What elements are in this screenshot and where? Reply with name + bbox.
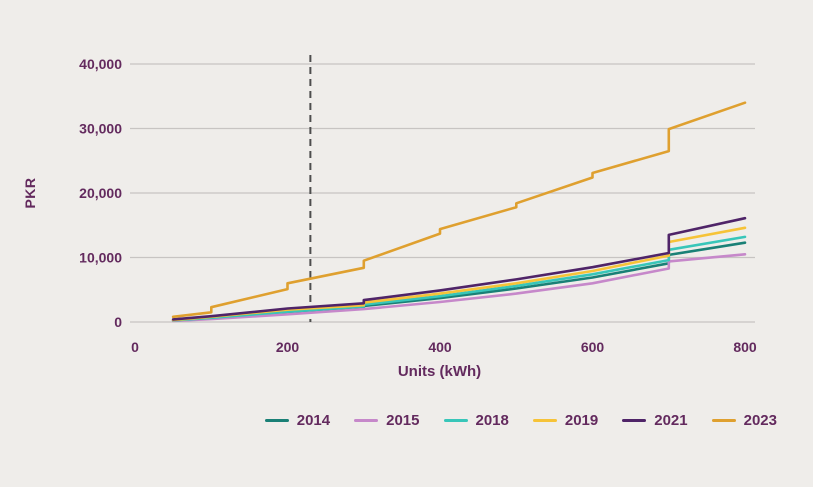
legend-item-2023: 2023 (711, 412, 777, 429)
series-line-2015 (171, 253, 747, 323)
series-line-2021 (171, 216, 747, 321)
legend-label: 2021 (654, 412, 688, 429)
legend-swatch-2018 (443, 419, 468, 422)
legend-item-2014: 2014 (264, 412, 331, 429)
series-line-2019 (171, 226, 747, 322)
x-axis-title: Units (kWh) (0, 363, 813, 380)
legend-label: 2023 (743, 412, 777, 429)
legend-label: 2015 (386, 412, 420, 429)
x-axis-title-text: Units (kWh) (397, 363, 482, 380)
y-tick-label: 0 (114, 314, 122, 330)
legend-label: 2014 (296, 412, 331, 429)
series-line-2023 (171, 101, 747, 319)
x-tick-label: 200 (276, 339, 300, 355)
legend-swatch-2015 (354, 419, 379, 422)
y-tick-label: 10,000 (79, 250, 122, 266)
legend-label: 2018 (475, 412, 509, 429)
x-tick-label: 0 (131, 339, 139, 355)
legend: 2014 2015 2018 2019 2021 2023 (264, 412, 777, 429)
y-tick-label: 30,000 (79, 121, 122, 137)
x-tick-label: 800 (733, 339, 757, 355)
x-tick-label: 400 (428, 339, 452, 355)
series-line-2018 (171, 235, 747, 322)
legend-item-2019: 2019 (532, 412, 599, 429)
legend-item-2015: 2015 (354, 412, 420, 429)
legend-swatch-2014 (264, 419, 289, 422)
y-tick-label: 20,000 (79, 185, 122, 201)
legend-swatch-2019 (532, 419, 557, 422)
legend-label: 2019 (564, 412, 599, 429)
legend-swatch-2023 (711, 419, 736, 422)
legend-item-2021: 2021 (622, 412, 688, 429)
legend-item-2018: 2018 (443, 412, 509, 429)
legend-swatch-2021 (622, 419, 647, 422)
x-tick-label: 600 (581, 339, 605, 355)
y-tick-label: 40,000 (79, 56, 122, 72)
